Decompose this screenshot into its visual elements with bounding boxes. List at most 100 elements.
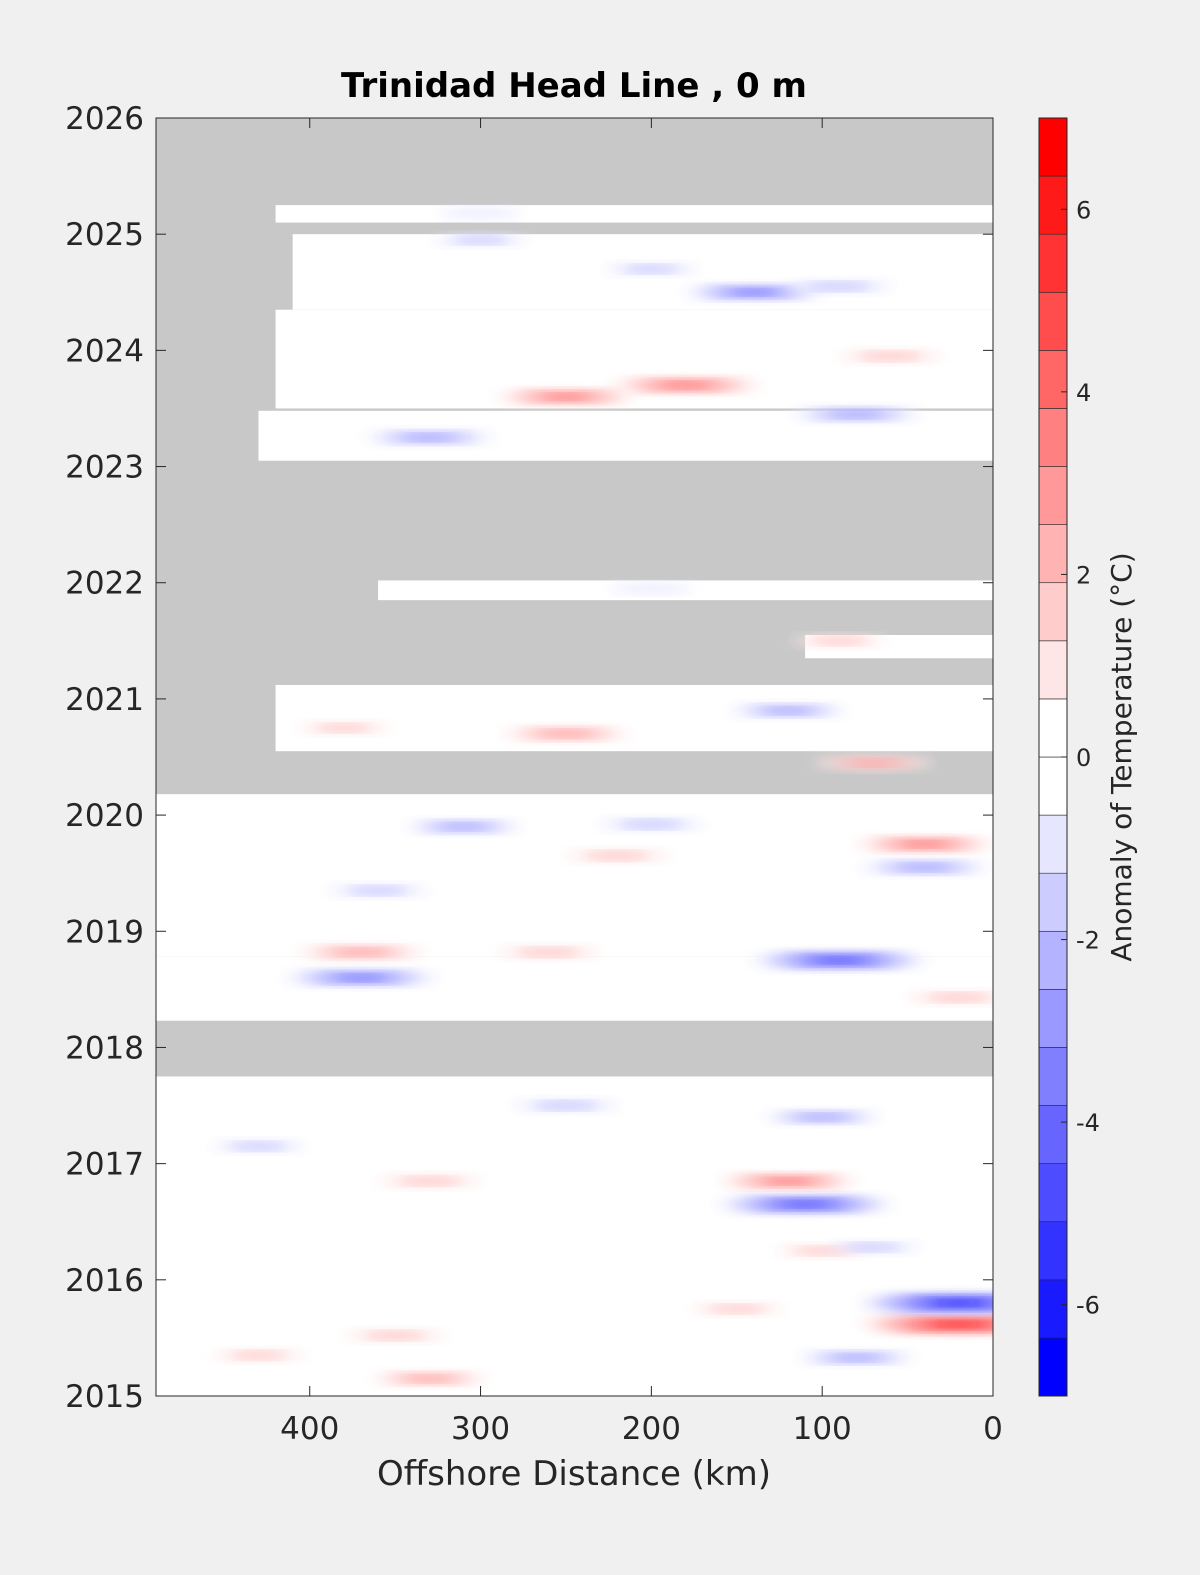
colorbar-band [1038, 1047, 1068, 1106]
x-axis: 400 300 200 100 0 [280, 118, 1003, 1447]
colorbar-band [1038, 756, 1068, 816]
observed-period [156, 1076, 993, 1396]
y-tick-label: 2016 [65, 1263, 144, 1299]
anomaly-feature [343, 1330, 447, 1341]
anomaly-feature [790, 407, 923, 421]
anomaly-feature [856, 1293, 993, 1313]
plot-frame [155, 117, 994, 1397]
observed-period [156, 794, 993, 957]
y-axis: 2015 2016 2017 2018 2019 2020 2021 2022 2023 2024… [65, 101, 993, 1415]
anomaly-feature [511, 1100, 621, 1111]
anomaly-feature [603, 264, 700, 274]
colorbar-tick-label: -4 [1076, 1109, 1100, 1137]
x-tick-label: 200 [622, 1411, 681, 1447]
anomaly-features [210, 208, 993, 1385]
anomaly-feature [326, 885, 430, 896]
anomaly-feature [681, 285, 827, 300]
anomaly-feature [852, 837, 993, 851]
anomaly-feature [715, 1174, 861, 1188]
anomaly-feature [210, 1350, 307, 1361]
y-tick-label: 2022 [65, 566, 144, 602]
x-tick-label: 100 [793, 1411, 852, 1447]
observed-period [275, 684, 993, 752]
colorbar-tick-label: -2 [1076, 927, 1100, 955]
colorbar-band [1038, 291, 1068, 351]
anomaly-feature [294, 945, 428, 959]
y-tick-label: 2021 [65, 682, 144, 718]
x-tick-label: 400 [280, 1411, 339, 1447]
colorbar-band [1038, 350, 1068, 409]
anomaly-feature [727, 704, 849, 717]
chart-title: Trinidad Head Line , 0 m [341, 66, 807, 106]
anomaly-feature [748, 952, 930, 969]
colorbar-tick-label: 2 [1076, 561, 1091, 589]
anomaly-feature [609, 584, 694, 593]
colorbar-band [1038, 640, 1068, 700]
anomaly-feature [785, 281, 894, 292]
anomaly-feature [836, 350, 945, 362]
anomaly-feature [362, 431, 496, 444]
colorbar-band [1038, 989, 1068, 1048]
anomaly-feature [494, 946, 604, 958]
anomaly-feature [813, 757, 934, 769]
anomaly-feature [791, 635, 888, 646]
anomaly-feature [607, 378, 764, 393]
anomaly-feature [432, 235, 529, 245]
y-tick-label: 2015 [65, 1379, 144, 1415]
colorbar-label: Anomaly of Temperature (°C) [1105, 552, 1138, 961]
colorbar-band [1038, 524, 1068, 584]
colorbar-band [1038, 698, 1068, 758]
y-tick-label: 2018 [65, 1030, 144, 1066]
observed-periods [156, 205, 993, 1396]
y-tick-label: 2017 [65, 1147, 144, 1183]
y-tick-label: 2023 [65, 450, 144, 486]
anomaly-feature [375, 1175, 484, 1187]
y-tick-label: 2025 [65, 217, 144, 253]
y-tick-label: 2024 [65, 333, 144, 369]
anomaly-feature [761, 1111, 883, 1123]
anomaly-feature [403, 820, 524, 833]
x-axis-label: Offshore Distance (km) [377, 1454, 771, 1494]
anomaly-feature [499, 727, 633, 741]
colorbar-tick-label: 6 [1076, 196, 1091, 224]
colorbar-band [1038, 1279, 1068, 1339]
colorbar-band [1038, 1105, 1068, 1164]
anomaly-feature [904, 992, 993, 1003]
anomaly-feature [282, 970, 440, 985]
anomaly-feature [714, 1196, 896, 1213]
anomaly-feature [796, 1351, 917, 1364]
anomaly-feature [856, 1314, 993, 1334]
anomaly-feature [493, 390, 639, 404]
anomaly-feature [858, 861, 991, 874]
y-tick-label: 2019 [65, 914, 144, 950]
colorbar-band [1038, 1221, 1068, 1281]
anomaly-feature [562, 850, 672, 862]
colorbar-band [1038, 582, 1068, 642]
colorbar-band [1038, 466, 1068, 525]
anomaly-feature [597, 819, 706, 830]
colorbar-band [1038, 175, 1068, 235]
colorbar: -6 -4 -2 0 2 4 6 Anomaly of Temperature (°C) [1038, 117, 1138, 1397]
anomaly-feature [369, 1372, 490, 1385]
y-tick-label: 2020 [65, 798, 144, 834]
colorbar-band [1038, 1337, 1068, 1397]
anomaly-feature [438, 208, 523, 218]
observed-period [275, 205, 993, 223]
colorbar-band [1038, 872, 1068, 932]
anomaly-feature [825, 1242, 922, 1253]
colorbar-tick-label: 0 [1076, 744, 1091, 772]
anomaly-feature [210, 1141, 307, 1152]
colorbar-tick-label: -6 [1076, 1292, 1100, 1320]
colorbar-band [1038, 814, 1068, 874]
y-tick-label: 2026 [65, 101, 144, 137]
plot-area: 400 300 200 100 0 20152016201720182019202020… [65, 101, 1003, 1447]
colorbar-tick-label: 4 [1076, 379, 1091, 407]
x-tick-label: 0 [983, 1411, 1003, 1447]
colorbar-band [1038, 233, 1068, 293]
colorbar-band [1038, 408, 1068, 467]
anomaly-feature [688, 1303, 786, 1314]
x-tick-label: 300 [451, 1411, 510, 1447]
colorbar-band [1038, 1163, 1068, 1223]
colorbar-band [1038, 117, 1068, 177]
